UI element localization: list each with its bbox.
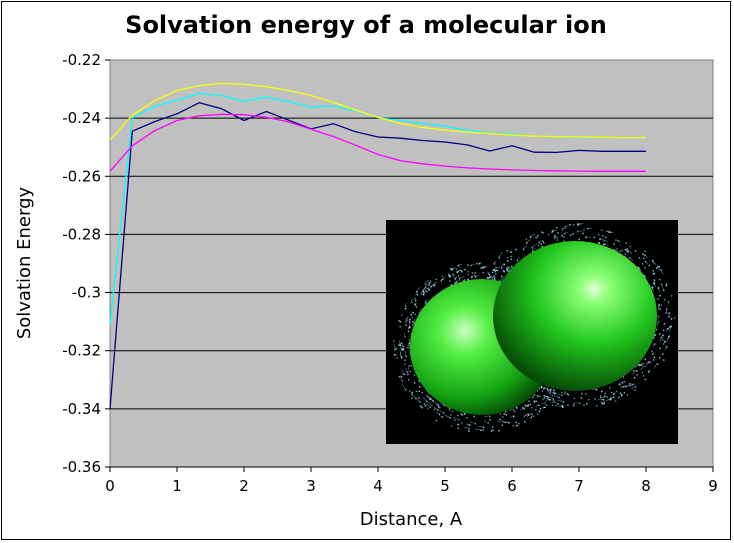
x-tick-label: 1	[172, 477, 182, 495]
series-line-3	[109, 82, 646, 141]
y-tick-label: -0.22	[62, 51, 101, 69]
y-tick-label: -0.26	[62, 167, 101, 185]
y-tick-label: -0.24	[62, 109, 101, 127]
x-tick-label: 3	[306, 477, 316, 495]
x-tick-label: 4	[373, 477, 383, 495]
y-tick-label: -0.32	[62, 342, 101, 360]
y-axis-label: Solvation Energy	[14, 186, 35, 339]
molecule-inset: molecule-surface-icon	[386, 220, 678, 444]
x-tick-label: 2	[239, 477, 249, 495]
series-line-4	[109, 113, 646, 172]
y-axis-ticks: -0.22 -0.24 -0.26 -0.28 -0.3 -0.32 -0.34 -0.36	[62, 51, 110, 476]
x-tick-label: 9	[708, 477, 718, 495]
x-axis-ticks: 0 1 2 3 4 5 6 7 8 9	[105, 466, 718, 495]
y-tick-label: -0.28	[62, 225, 101, 243]
x-tick-label: 5	[440, 477, 450, 495]
y-tick-label: -0.36	[62, 458, 101, 476]
series-line-1	[109, 102, 646, 409]
x-tick-label: 7	[574, 477, 584, 495]
y-tick-label: -0.3	[72, 284, 101, 302]
x-tick-label: 0	[105, 477, 115, 495]
y-tick-label: -0.34	[62, 400, 101, 418]
x-tick-label: 6	[507, 477, 517, 495]
x-axis-label: Distance, A	[360, 509, 463, 530]
x-tick-label: 8	[641, 477, 651, 495]
series-lines	[109, 82, 647, 409]
chart-title: Solvation energy of a molecular ion	[125, 11, 607, 39]
atom-right	[493, 241, 657, 391]
